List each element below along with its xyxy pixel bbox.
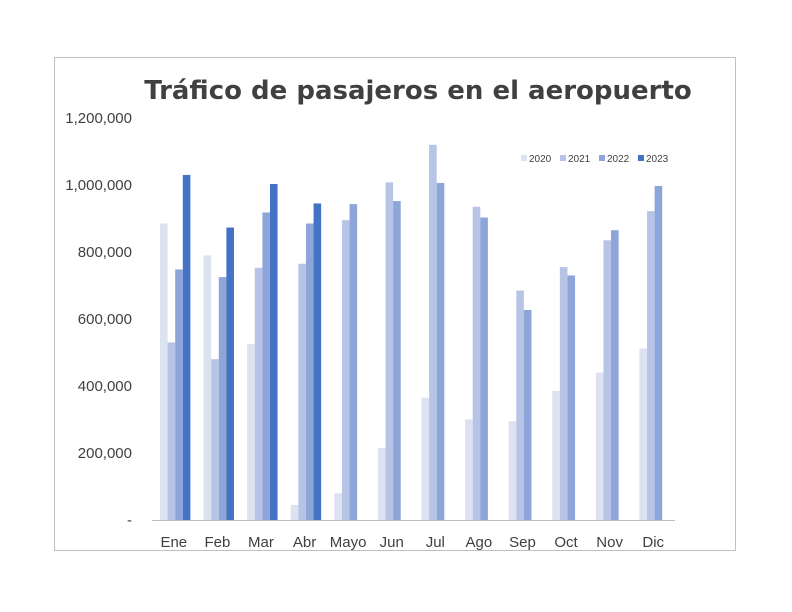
- bar-2022-Mayo: [349, 204, 358, 520]
- bar-2021-Sep: [516, 290, 524, 520]
- legend-label: 2022: [607, 154, 630, 165]
- x-axis: Ene Feb Mar Abr Mayo Jun Jul Ago Sep Oct Nov Dic: [152, 520, 675, 551]
- y-tick-label: 600,000: [78, 311, 132, 328]
- bar-2022-Feb: [218, 277, 227, 521]
- bar-2020-Mayo: [334, 493, 342, 520]
- y-tick-label: -: [127, 512, 132, 529]
- bar-2022-Mar: [262, 212, 270, 520]
- x-tick-label: Oct: [554, 534, 578, 551]
- legend-label: 2020: [529, 154, 552, 165]
- y-tick-label: 1,000,000: [65, 177, 132, 194]
- x-tick-label: Mayo: [330, 534, 367, 551]
- x-tick-label: Ago: [466, 534, 493, 551]
- bar-2022-Ene: [175, 269, 183, 520]
- bar-2021-Feb: [211, 359, 219, 520]
- bar-2020-Dic: [639, 348, 648, 520]
- legend-swatch: [599, 155, 605, 161]
- bar-2021-Dic: [647, 211, 655, 520]
- legend: 2020 2021 2022 2023: [521, 154, 669, 165]
- x-tick-label: Nov: [596, 534, 623, 551]
- x-tick-label: Mar: [248, 534, 274, 551]
- x-tick-label: Sep: [509, 534, 536, 551]
- bar-2021-Mar: [254, 267, 263, 520]
- bar-2022-Jul: [436, 182, 445, 521]
- bars-group: [160, 144, 663, 521]
- bar-2022-Dic: [654, 186, 663, 520]
- bar-2021-Mayo: [341, 220, 350, 520]
- bar-2020-Ene: [160, 223, 168, 520]
- chart-title: Tráfico de pasajeros en el aeropuerto: [144, 76, 692, 106]
- x-tick-label: Dic: [642, 534, 664, 551]
- bar-2022-Jun: [393, 201, 401, 520]
- x-tick-label: Jul: [426, 534, 445, 551]
- x-tick-label: Abr: [293, 534, 316, 551]
- bar-2020-Abr: [290, 504, 299, 520]
- y-tick-label: 1,200,000: [65, 110, 132, 127]
- legend-swatch: [560, 155, 566, 161]
- legend-label: 2023: [646, 154, 669, 165]
- bar-2022-Nov: [611, 230, 619, 521]
- bar-2021-Jun: [385, 182, 394, 520]
- legend-swatch: [521, 155, 527, 161]
- bar-2023-Feb: [226, 227, 234, 521]
- y-tick-label: 200,000: [78, 445, 132, 462]
- bar-2020-Jun: [377, 447, 386, 520]
- bar-2021-Oct: [559, 267, 568, 520]
- bar-2021-Ene: [167, 342, 176, 520]
- bar-2023-Abr: [313, 203, 322, 520]
- bar-2020-Feb: [203, 255, 212, 520]
- bar-2023-Mar: [269, 184, 278, 520]
- bar-2021-Ago: [472, 206, 481, 520]
- bar-2020-Nov: [595, 372, 604, 520]
- bar-2022-Abr: [305, 223, 314, 520]
- x-tick-label: Ene: [160, 534, 187, 551]
- y-axis: - 200,000 400,000 600,000 800,000 1,000,000 1,…: [65, 110, 132, 529]
- bar-2020-Ago: [465, 419, 473, 520]
- bar-2021-Abr: [298, 263, 306, 520]
- bar-2022-Sep: [523, 309, 532, 520]
- y-tick-label: 800,000: [78, 244, 132, 261]
- bar-2021-Nov: [603, 240, 612, 520]
- bar-2022-Ago: [480, 217, 488, 520]
- x-tick-label: Jun: [380, 534, 404, 551]
- bar-2021-Jul: [429, 144, 437, 521]
- bar-2020-Mar: [247, 344, 255, 521]
- bar-2020-Sep: [508, 421, 517, 520]
- bar-2020-Jul: [421, 397, 430, 520]
- legend-swatch: [638, 155, 644, 161]
- legend-label: 2021: [568, 154, 591, 165]
- bar-2020-Oct: [552, 391, 560, 520]
- y-tick-label: 400,000: [78, 378, 132, 395]
- x-tick-label: Feb: [204, 534, 230, 551]
- bar-2022-Oct: [567, 275, 576, 520]
- bar-2023-Ene: [182, 174, 191, 520]
